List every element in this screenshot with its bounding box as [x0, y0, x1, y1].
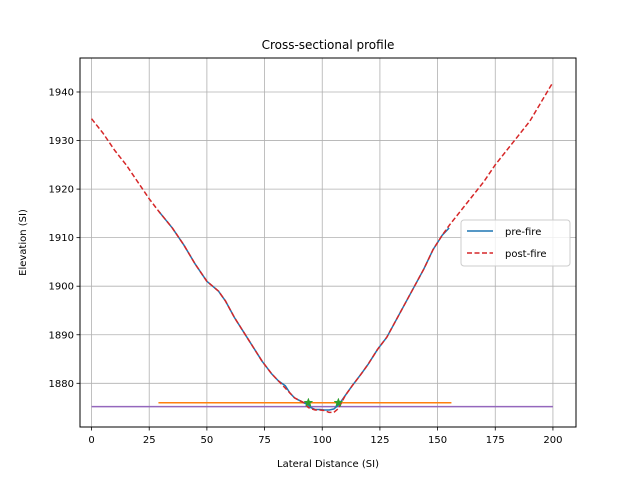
x-tick-label: 150 [428, 435, 447, 446]
y-axis-label: Elevation (SI) [18, 209, 29, 276]
x-tick-label: 0 [88, 435, 94, 446]
x-tick-label: 75 [258, 435, 271, 446]
x-tick-label: 100 [313, 435, 332, 446]
y-tick-label: 1880 [49, 379, 74, 390]
x-axis-label: Lateral Distance (SI) [277, 459, 379, 470]
x-tick-label: 125 [370, 435, 389, 446]
y-tick-label: 1940 [49, 87, 74, 98]
y-tick-label: 1890 [49, 330, 74, 341]
star-marker [303, 397, 314, 407]
y-tick-label: 1910 [49, 233, 74, 244]
axes-frame [79, 57, 577, 428]
legend: pre-fire post-fire [460, 219, 571, 267]
x-tick-label: 175 [486, 435, 505, 446]
plot-series [90, 81, 554, 414]
y-tick-label: 1930 [49, 136, 74, 147]
series-line-post-fire [90, 81, 554, 414]
axis-ticks: 0 25 50 75 100 125 150 175 200 1880 1890 1900 1910 19… [49, 87, 563, 446]
legend-label-post-fire: post-fire [505, 249, 547, 260]
legend-label-pre-fire: pre-fire [505, 227, 541, 238]
star-marker [333, 397, 344, 407]
x-tick-label: 25 [143, 435, 156, 446]
grid-lines [80, 58, 576, 427]
y-tick-label: 1900 [49, 282, 74, 293]
x-tick-label: 50 [201, 435, 214, 446]
chart-title: Cross-sectional profile [262, 38, 395, 52]
y-tick-label: 1920 [49, 185, 74, 196]
x-tick-label: 200 [543, 435, 562, 446]
